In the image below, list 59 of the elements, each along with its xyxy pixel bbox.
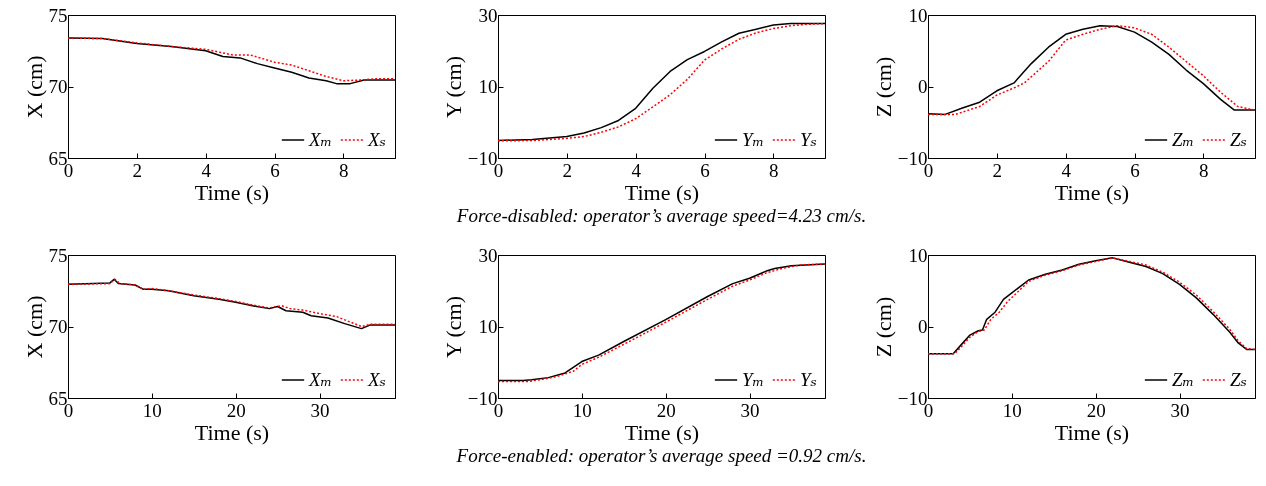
x-tick-label: 6 [700,159,710,181]
y-tick-label: 0 [918,76,928,97]
x-tick-label: 8 [769,159,779,181]
x-tick-label: 10 [142,399,162,421]
y-tick-label: 30 [478,244,498,266]
x-axis-title: Time (s) [1054,419,1130,445]
x-tick-label: 10 [1002,399,1022,421]
legend-label: Zₘ [1172,129,1195,150]
x-axis-title: Time (s) [194,179,270,205]
x-tick-label: 20 [1086,399,1106,421]
legend-label: Zₛ [1230,129,1247,150]
legend-label: Xₘ [308,369,333,390]
legend-label: Yₘ [742,129,765,150]
y-tick-label: 10 [908,4,928,26]
legend-label: Yₛ [800,369,817,390]
y-tick-label: 70 [48,76,68,97]
y-tick-label: 70 [48,316,68,337]
y-tick-label: 75 [48,4,68,26]
x-tick-label: 2 [992,159,1003,181]
x-tick-label: 6 [270,159,280,181]
y-axis-title: X (cm) [21,55,47,119]
text: Force-enabled: operator’s average speed =0.92 cm/s. [455,445,867,466]
legend-label: Xₛ [367,129,387,150]
legend-label: Xₛ [367,369,387,390]
legend-label: Zₛ [1230,369,1247,390]
x-tick-label: 20 [226,399,246,421]
legend-label: Yₛ [800,129,817,150]
legend-label: Zₘ [1172,369,1195,390]
y-tick-label: 75 [48,244,68,266]
x-tick-label: 4 [1061,159,1072,181]
y-tick-label: 10 [478,76,498,97]
legend-label: Yₘ [742,369,765,390]
x-axis-title: Time (s) [624,179,700,205]
x-tick-label: 2 [562,159,573,181]
x-tick-label: 6 [1130,159,1140,181]
x-axis-title: Time (s) [194,419,270,445]
text: Force-disabled: operator’s average speed=4.23 cm/s. [455,205,867,226]
x-axis-title: Time (s) [624,419,700,445]
x-tick-label: 30 [1170,399,1190,421]
y-axis-title: Y (cm) [440,295,466,359]
y-tick-label: 10 [908,244,928,266]
x-tick-label: 30 [310,399,330,421]
x-tick-label: 4 [631,159,642,181]
y-tick-label: 30 [478,4,498,26]
x-tick-label: 8 [1199,159,1209,181]
y-axis-title: Y (cm) [440,55,466,119]
x-axis-title: Time (s) [1054,179,1130,205]
x-tick-label: 8 [339,159,349,181]
y-axis-title: X (cm) [21,295,47,359]
x-tick-label: 10 [572,399,592,421]
y-tick-label: 10 [478,316,498,337]
y-axis-title: Z (cm) [870,56,896,118]
y-tick-label: 0 [918,316,928,337]
x-tick-label: 4 [201,159,212,181]
x-tick-label: 30 [740,399,760,421]
legend-label: Xₘ [308,129,333,150]
x-tick-label: 2 [132,159,143,181]
y-axis-title: Z (cm) [870,296,896,358]
x-tick-label: 20 [656,399,676,421]
